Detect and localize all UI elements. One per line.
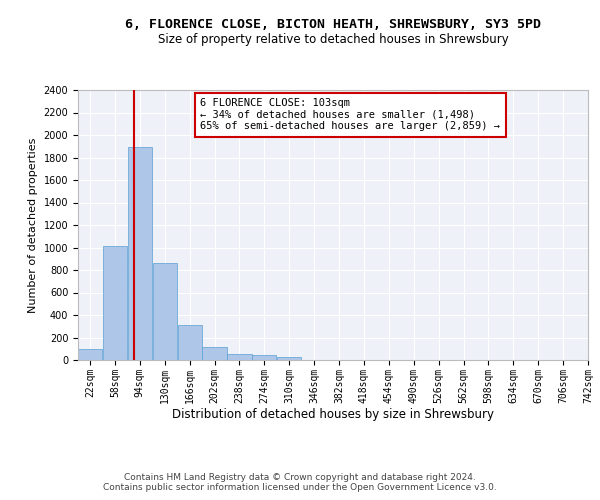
Bar <box>103 246 127 360</box>
Bar <box>78 350 102 360</box>
Bar <box>252 354 277 360</box>
Bar <box>152 263 177 360</box>
Bar <box>128 148 152 360</box>
Bar <box>178 324 202 360</box>
Bar <box>227 354 251 360</box>
Bar <box>277 357 301 360</box>
X-axis label: Distribution of detached houses by size in Shrewsbury: Distribution of detached houses by size … <box>172 408 494 422</box>
Y-axis label: Number of detached properties: Number of detached properties <box>28 138 38 312</box>
Bar <box>202 346 227 360</box>
Text: 6 FLORENCE CLOSE: 103sqm
← 34% of detached houses are smaller (1,498)
65% of sem: 6 FLORENCE CLOSE: 103sqm ← 34% of detach… <box>200 98 500 132</box>
Text: Size of property relative to detached houses in Shrewsbury: Size of property relative to detached ho… <box>158 32 508 46</box>
Text: Contains HM Land Registry data © Crown copyright and database right 2024.
Contai: Contains HM Land Registry data © Crown c… <box>103 473 497 492</box>
Text: 6, FLORENCE CLOSE, BICTON HEATH, SHREWSBURY, SY3 5PD: 6, FLORENCE CLOSE, BICTON HEATH, SHREWSB… <box>125 18 541 30</box>
